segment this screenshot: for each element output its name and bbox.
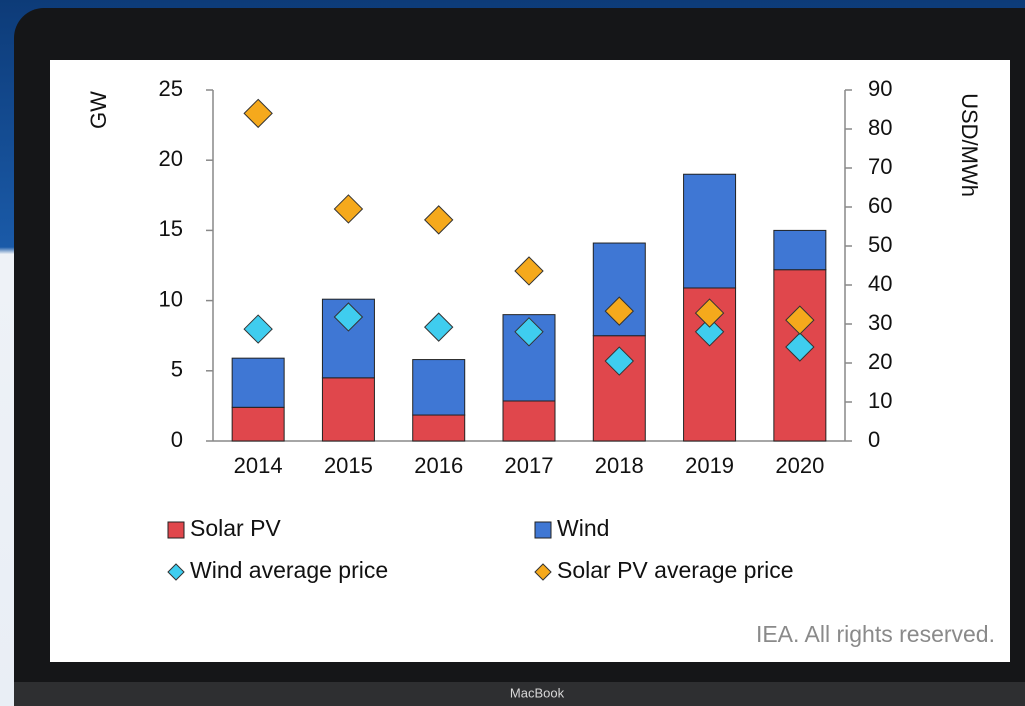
bar <box>322 378 374 441</box>
y2-tick-label: 70 <box>868 154 892 179</box>
y2-tick-label: 90 <box>868 76 892 101</box>
y2-tick-label: 20 <box>868 349 892 374</box>
x-tick-label: 2014 <box>234 453 283 478</box>
y2-tick-label: 50 <box>868 232 892 257</box>
y-tick-label: 20 <box>159 146 183 171</box>
legend-swatch <box>168 522 184 538</box>
x-tick-label: 2018 <box>595 453 644 478</box>
y2-tick-label: 60 <box>868 193 892 218</box>
y-tick-label: 10 <box>159 286 183 311</box>
source-note: IEA. All rights reserved. <box>756 621 995 647</box>
legend-label: Solar PV average price <box>557 557 794 583</box>
y-tick-label: 0 <box>171 427 183 452</box>
bar <box>413 360 465 415</box>
bar <box>503 401 555 441</box>
y-tick-label: 5 <box>171 357 183 382</box>
y-tick-label: 15 <box>159 216 183 241</box>
legend-label: Wind <box>557 515 609 541</box>
y2-axis-title: USD/MWh <box>957 93 982 197</box>
legend-label: Solar PV <box>190 515 281 541</box>
x-tick-label: 2019 <box>685 453 734 478</box>
legend-swatch <box>535 522 551 538</box>
x-tick-label: 2020 <box>775 453 824 478</box>
bar <box>413 415 465 441</box>
y2-tick-label: 80 <box>868 115 892 140</box>
device-label: MacBook <box>510 685 565 700</box>
y2-tick-label: 30 <box>868 310 892 335</box>
bar <box>774 230 826 269</box>
x-tick-label: 2017 <box>505 453 554 478</box>
y-tick-label: 25 <box>159 76 183 101</box>
bar <box>684 174 736 288</box>
y2-tick-label: 40 <box>868 271 892 296</box>
y-axis-title: GW <box>86 91 111 129</box>
screenshot: MacBook GW USD/MWh IEA. All rights reser… <box>0 0 1025 706</box>
bar <box>232 407 284 441</box>
x-tick-label: 2016 <box>414 453 463 478</box>
legend-label: Wind average price <box>190 557 388 583</box>
bar <box>232 358 284 407</box>
y2-tick-label: 0 <box>868 427 880 452</box>
y2-tick-label: 10 <box>868 388 892 413</box>
x-tick-label: 2015 <box>324 453 373 478</box>
